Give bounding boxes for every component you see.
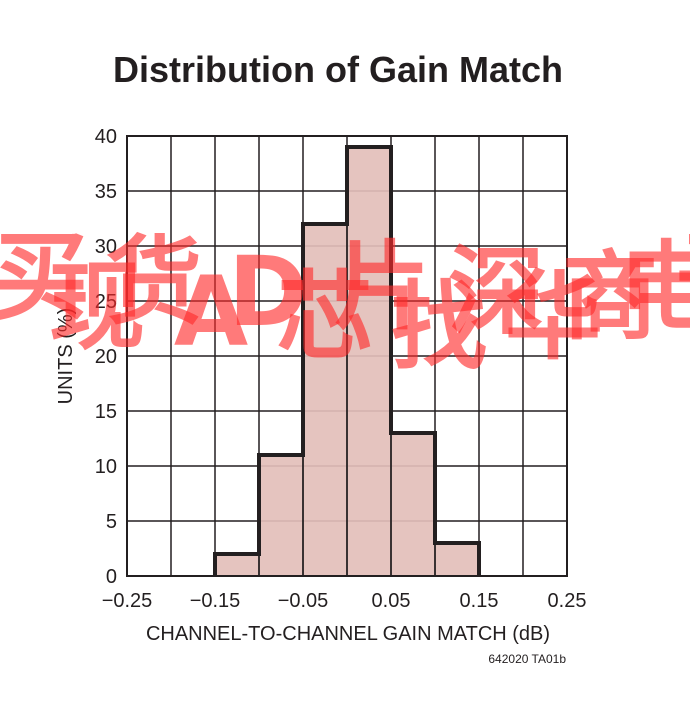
histogram-bar — [435, 543, 479, 576]
x-tick-label: 0.25 — [548, 590, 587, 612]
watermark-glyph: 华 — [505, 261, 601, 373]
x-tick-label: −0.15 — [190, 590, 241, 612]
watermark-glyph: 商 — [562, 241, 658, 353]
y-tick-labels: 0 5 10 15 20 25 30 35 40 — [95, 126, 117, 588]
watermark-glyph: 找 — [391, 271, 487, 383]
y-tick-label: 40 — [95, 126, 117, 148]
watermark-glyph: 货 — [106, 226, 202, 338]
y-tick-label: 25 — [95, 291, 117, 313]
y-tick-label: 15 — [95, 401, 117, 423]
histogram-bar — [391, 433, 435, 576]
y-tick-label: 0 — [106, 566, 117, 588]
x-tick-labels: −0.25 −0.15 −0.05 0.05 0.15 0.25 — [102, 590, 587, 612]
plot-frame — [126, 135, 568, 577]
y-tick-label: 35 — [95, 181, 117, 203]
watermark-glyph: 片 — [334, 231, 430, 343]
x-axis-label: CHANNEL-TO-CHANNEL GAIN MATCH (dB) — [146, 623, 550, 645]
chart-title: Distribution of Gain Match — [113, 49, 563, 90]
watermark-glyph: 子 — [676, 221, 690, 333]
histogram-bar — [215, 554, 259, 576]
plot-border — [126, 135, 568, 577]
watermark-glyph: 芯 — [277, 261, 373, 373]
x-tick-label: −0.25 — [102, 590, 153, 612]
x-tick-label: 0.15 — [460, 590, 499, 612]
y-tick-label: 20 — [95, 346, 117, 368]
histogram-bars — [214, 147, 480, 576]
histogram-outline — [213, 145, 481, 576]
histogram-bar — [259, 455, 303, 576]
watermark-glyph: 买 — [0, 221, 88, 333]
watermark-glyph: A — [174, 256, 248, 368]
y-tick-label: 5 — [106, 511, 117, 533]
x-tick-label: 0.05 — [372, 590, 411, 612]
y-axis-label: UNITS (%) — [55, 308, 77, 405]
watermark-glyph: D — [228, 236, 308, 348]
y-tick-label: 10 — [95, 456, 117, 478]
watermark-glyph: 电 — [619, 231, 690, 343]
histogram-bar — [303, 224, 347, 576]
x-tick-label: −0.05 — [278, 590, 329, 612]
watermark: 买现货AD芯片找深华商电子 — [0, 221, 690, 383]
watermark-glyph: 深 — [448, 236, 544, 348]
y-tick-label: 30 — [95, 236, 117, 258]
figure-code-note: 642020 TA01b — [488, 652, 566, 666]
histogram-step-outline — [213, 145, 481, 576]
histogram-bar — [347, 147, 391, 576]
watermark-glyph: 现 — [49, 251, 145, 363]
